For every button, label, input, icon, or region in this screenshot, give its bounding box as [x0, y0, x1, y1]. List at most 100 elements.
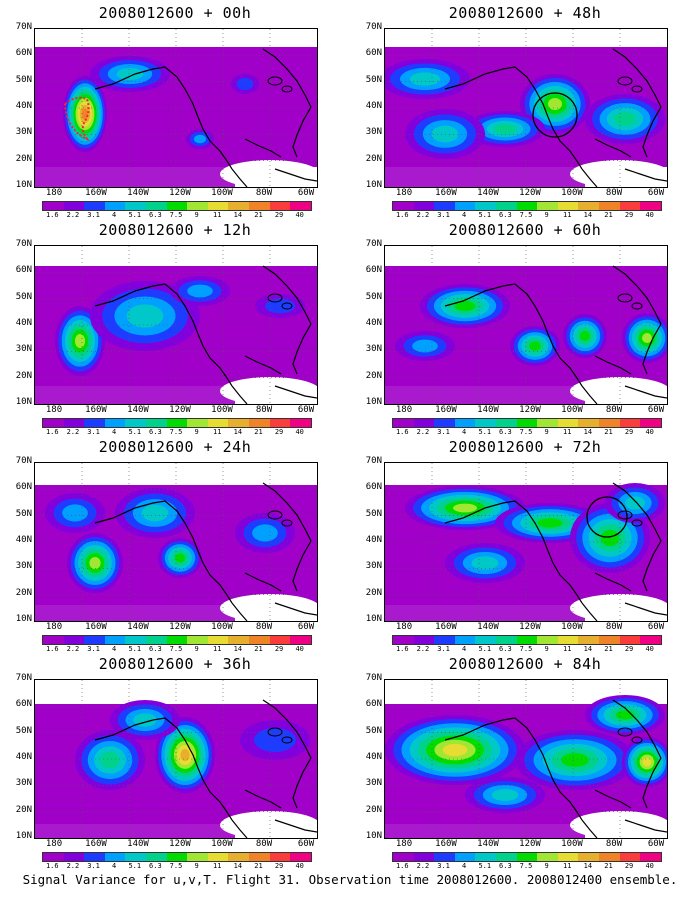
latitude-label: 40N [365, 752, 382, 762]
colorbar-swatch [43, 853, 64, 861]
low-variance-region [385, 680, 667, 694]
variance-contour [579, 330, 591, 342]
colorbar-label: 1.6 [45, 862, 59, 870]
colorbar-swatch [166, 419, 188, 427]
colorbar-swatch [557, 419, 579, 427]
longitude-label: 120W [169, 839, 191, 849]
low-variance-region [35, 680, 317, 694]
colorbar-label: 5.1 [478, 645, 492, 653]
colorbar-label: 7.5 [169, 862, 183, 870]
latitude-label: 20N [15, 370, 32, 381]
longitude-label: 100W [211, 839, 233, 849]
coastline [94, 500, 233, 604]
coastline [231, 819, 248, 838]
colorbar-label: 3.1 [437, 862, 450, 870]
colorbar-label: 9 [544, 211, 549, 219]
variance-contour [410, 72, 440, 86]
colorbar-swatch [166, 202, 188, 210]
longitude-label: 160W [435, 188, 457, 198]
longitude-label: 180 [45, 405, 63, 415]
colorbar-label: 14 [583, 428, 593, 436]
low-variance-region [220, 811, 317, 838]
longitude-label: 60W [297, 622, 315, 632]
longitude-label: 140W [127, 405, 149, 415]
map-panel: 2008012600 + 12h 70N 60N 50N 40N 30N 20N 10N 180… [0, 217, 350, 436]
colorbar-swatch [537, 419, 558, 427]
latitude-label: 10N [365, 180, 382, 190]
variance-map [384, 462, 668, 622]
variance-contour [89, 557, 101, 569]
colorbar-swatch [578, 202, 600, 210]
coastline [594, 355, 632, 375]
map-panel: 2008012600 + 24h 70N 60N 50N 40N 30N 20N 10N 180… [0, 434, 350, 653]
colorbar-swatch [290, 636, 311, 644]
colorbar [392, 635, 662, 645]
panel-title: 2008012600 + 48h [448, 4, 602, 22]
variance-contour [116, 68, 144, 80]
colorbar-swatch [599, 853, 620, 861]
latitude-label: 40N [15, 318, 32, 328]
latitude-label: 70N [365, 239, 382, 249]
latitude-label: 10N [15, 614, 32, 624]
coastline [244, 138, 282, 158]
coastline [262, 265, 312, 325]
coastline [642, 106, 662, 158]
low-variance-region [35, 29, 317, 43]
coastline [262, 48, 312, 108]
colorbar-swatch [290, 853, 311, 861]
colorbar-swatch [104, 636, 126, 644]
colorbar-label: 14 [583, 862, 593, 870]
map-canvas [35, 246, 317, 404]
low-variance-region [35, 246, 317, 260]
latitude-label: 50N [15, 508, 32, 519]
colorbar-label: 5.1 [478, 211, 492, 219]
colorbar-swatch [516, 202, 538, 210]
colorbar-label: 5.1 [128, 645, 142, 653]
latitude-label: 40N [15, 752, 32, 762]
variance-contour [491, 789, 519, 801]
colorbar-swatch [249, 419, 270, 427]
longitude-label: 80W [255, 839, 273, 849]
variance-contour [454, 300, 476, 312]
longitude-label: 80W [605, 188, 623, 198]
colorbar-swatch [393, 636, 414, 644]
longitude-label: 180 [45, 188, 63, 198]
variance-contour [126, 304, 164, 328]
colorbar-swatch [207, 419, 229, 427]
variance-contour [75, 334, 85, 348]
variance-contour [141, 504, 169, 522]
colorbar-swatch [475, 853, 497, 861]
colorbar-swatch [84, 419, 105, 427]
colorbar-label: 14 [233, 211, 243, 219]
colorbar-swatch [640, 636, 661, 644]
variance-contour [412, 339, 438, 353]
flight-track [64, 96, 90, 142]
coastline [292, 757, 312, 809]
coastline [581, 819, 598, 838]
colorbar-label: 2.2 [416, 862, 430, 870]
colorbar-label: 4 [112, 645, 117, 653]
colorbar-swatch [269, 853, 291, 861]
colorbar-label: 3.1 [437, 645, 450, 653]
map-panel: 2008012600 + 60h 70N 60N 50N 40N 30N 20N 10N 180… [350, 217, 700, 436]
low-variance-region [570, 811, 667, 838]
colorbar-label: 29 [274, 862, 284, 870]
latitude-label: 50N [15, 725, 32, 736]
coastline [292, 106, 312, 158]
colorbar-label: 40 [645, 862, 654, 870]
colorbar-label: 40 [295, 211, 304, 219]
map-panel: 2008012600 + 72h 70N 60N 50N 40N 30N 20N 10N 180… [350, 434, 700, 653]
colorbar-label: 2.2 [66, 862, 80, 870]
colorbar-swatch [63, 419, 85, 427]
latitude-label: 40N [365, 535, 382, 545]
coastline [292, 323, 312, 375]
variance-map [34, 28, 318, 188]
colorbar-label: 7.5 [519, 862, 533, 870]
colorbar-label: 1.6 [395, 428, 409, 436]
longitude-label: 120W [519, 188, 541, 198]
coastline [594, 789, 632, 809]
colorbar-swatch [413, 853, 435, 861]
colorbar-swatch [187, 853, 208, 861]
colorbar-label: 11 [563, 211, 572, 219]
coastline [581, 602, 598, 621]
